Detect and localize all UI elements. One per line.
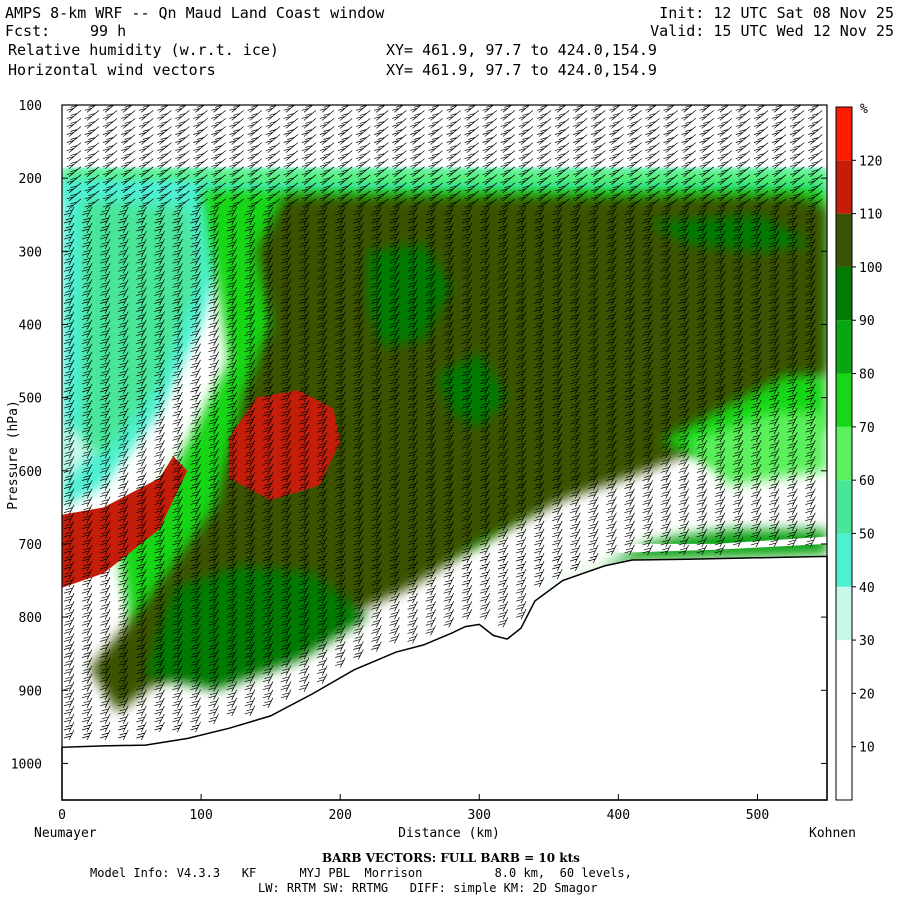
colorbar-bin [836, 426, 852, 481]
forecast-label: Fcst: [5, 22, 51, 40]
colorbar-unit: % [860, 102, 868, 117]
field-name-wind: Horizontal wind vectors [8, 61, 216, 79]
y-axis-label: Pressure (hPa) [6, 400, 21, 510]
colorbar-bin [836, 533, 852, 587]
y-tick-label: 600 [19, 465, 42, 480]
y-tick-label: 800 [19, 611, 42, 626]
x-tick-label: 500 [746, 808, 769, 823]
init-time: Init: 12 UTC Sat 08 Nov 25 [659, 4, 894, 22]
colorbar-label: 60 [859, 474, 875, 489]
physics-info: LW: RRTM SW: RRTMG DIFF: simple KM: 2D S… [258, 881, 598, 895]
colorbar-bin [836, 693, 852, 747]
colorbar-label: 70 [859, 421, 875, 436]
field-name-rh: Relative humidity (w.r.t. ice) [8, 41, 279, 59]
colorbar-label: 120 [859, 154, 882, 169]
rh-region-below-30 [62, 105, 827, 168]
rh-region-90-100 [145, 565, 368, 691]
barb-note: BARB VECTORS: FULL BARB = 10 kts [322, 851, 580, 865]
y-tick-label: 700 [19, 538, 42, 553]
y-tick-label: 300 [19, 245, 42, 260]
colorbar-label: 50 [859, 527, 875, 542]
colorbar-label: 110 [859, 208, 882, 223]
x-tick-label: 300 [468, 808, 491, 823]
wind-barbs [63, 105, 823, 741]
chart-title: AMPS 8-km WRF -- Qn Maud Land Coast wind… [5, 4, 385, 22]
valid-time: Valid: 15 UTC Wed 12 Nov 25 [650, 22, 894, 40]
rh-region-110-120 [228, 390, 341, 501]
wind-barb-set [63, 105, 823, 741]
cross-section-coords-1: XY= 461.9, 97.7 to 424.0,154.9 [386, 41, 657, 59]
colorbar-bin [836, 107, 852, 161]
plot-frame [61, 104, 828, 801]
x-tick-label: 0 [58, 808, 66, 823]
cross-section-coords-2: XY= 461.9, 97.7 to 424.0,154.9 [386, 61, 657, 79]
colorbar-bin [836, 320, 852, 374]
x-tick-label: 400 [607, 808, 630, 823]
y-axis: 100 200 300 400 500 600 700 800 900 1000 [11, 99, 827, 772]
colorbar-bin [836, 266, 852, 321]
colorbar-bin [836, 746, 852, 800]
colorbar-bin [836, 373, 852, 427]
y-tick-label: 200 [19, 172, 42, 187]
y-tick-label: 900 [19, 684, 42, 699]
x-start-location: Neumayer [34, 826, 97, 841]
terrain-mask [61, 555, 828, 801]
colorbar-bin [836, 213, 852, 267]
x-end-location: Kohnen [809, 826, 856, 841]
x-axis-label: Distance (km) [398, 826, 500, 841]
colorbar-bin [836, 160, 852, 214]
y-tick-label: 1000 [11, 757, 42, 772]
colorbar-label: 100 [859, 261, 882, 276]
x-tick-label: 200 [328, 808, 351, 823]
colorbar-label: 40 [859, 581, 875, 596]
forecast-hours: 99 h [90, 22, 127, 40]
colorbar-bin [836, 640, 852, 694]
rh-region-110-120 [62, 456, 188, 588]
colorbar-bin [836, 586, 852, 641]
colorbar: 10 20 30 40 50 60 70 80 90 100 110 120 [835, 106, 882, 801]
colorbar-label: 20 [859, 687, 875, 702]
y-tick-label: 100 [19, 99, 42, 114]
colorbar-label: 90 [859, 314, 875, 329]
x-axis: 0 100 200 300 400 500 [58, 794, 769, 823]
y-tick-label: 500 [19, 392, 42, 407]
colorbar-label: 10 [859, 741, 875, 756]
colorbar-label: 80 [859, 368, 875, 383]
colorbar-frame [835, 106, 853, 801]
colorbar-label: 30 [859, 634, 875, 649]
colorbar-bin [836, 480, 852, 534]
model-info: Model Info: V4.3.3 KF MYJ PBL Morrison 8… [90, 866, 632, 880]
y-tick-label: 400 [19, 318, 42, 333]
x-tick-label: 100 [189, 808, 212, 823]
